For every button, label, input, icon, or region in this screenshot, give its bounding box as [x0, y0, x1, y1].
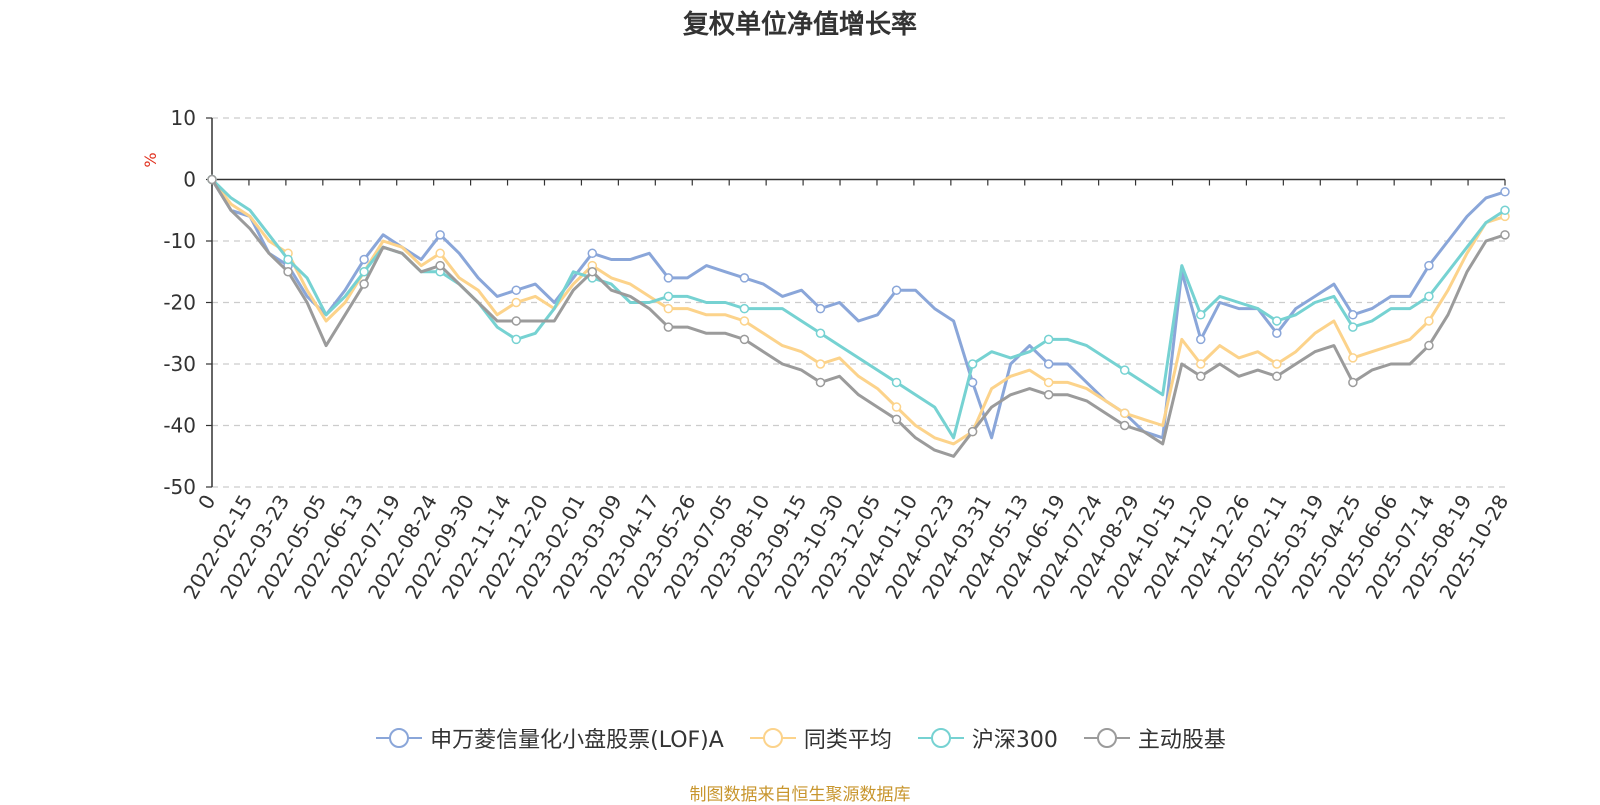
legend: 申万菱信量化小盘股票(LOF)A 同类平均 沪深300 主动股基: [0, 722, 1600, 754]
legend-marker-icon: [376, 728, 423, 748]
series-line-1: [210, 178, 1506, 446]
data-point: [1043, 390, 1054, 400]
legend-item-2[interactable]: 沪深300: [916, 722, 1058, 754]
x-tick-label: 0: [193, 491, 220, 514]
data-point: [1500, 230, 1510, 240]
data-point: [663, 322, 674, 332]
data-point: [1043, 377, 1054, 388]
y-tick-label: -20: [163, 291, 196, 315]
data-point: [435, 248, 445, 259]
data-point: [1272, 316, 1282, 326]
y-tick-label: 0: [183, 168, 196, 192]
legend-marker-icon: [749, 728, 796, 748]
data-point: [435, 230, 445, 240]
data-point: [511, 334, 521, 345]
data-point: [815, 328, 826, 338]
data-point: [1043, 359, 1054, 369]
legend-marker-icon: [917, 728, 964, 748]
chart-title: 复权单位净值增长率: [682, 10, 917, 40]
data-point: [511, 316, 521, 326]
legend-label: 主动股基: [1137, 728, 1226, 753]
data-point: [283, 267, 293, 277]
series-line-0: [210, 178, 1506, 440]
data-point: [587, 267, 598, 277]
data-point: [1043, 334, 1054, 345]
data-point: [739, 303, 750, 314]
y-tick-label: -40: [163, 414, 196, 438]
data-point: [739, 316, 750, 326]
data-point: [663, 273, 674, 283]
data-point: [207, 174, 217, 185]
data-point: [967, 426, 978, 437]
y-tick-label: -30: [163, 352, 196, 376]
y-tick-label: -10: [163, 229, 196, 253]
data-point: [891, 285, 902, 295]
series-layer: [207, 174, 1510, 458]
data-point: [1196, 359, 1206, 369]
data-point: [1424, 260, 1434, 271]
data-point: [359, 267, 369, 277]
legend-label: 同类平均: [803, 728, 892, 753]
y-axis-unit: %: [141, 152, 160, 167]
data-point: [1119, 365, 1130, 375]
legend-label: 申万菱信量化小盘股票(LOF)A: [430, 728, 724, 753]
y-tick-label: -50: [163, 475, 196, 499]
axes: 100-10-20-30-40-50%02022-02-152022-03-23…: [141, 106, 1513, 603]
data-point: [359, 254, 369, 265]
data-point: [815, 359, 826, 369]
data-point: [739, 273, 750, 283]
series-line-3: [210, 178, 1506, 458]
data-point: [1272, 328, 1282, 338]
data-point: [1119, 420, 1130, 431]
data-point: [891, 377, 902, 388]
legend-marker-icon: [1083, 728, 1130, 748]
data-point: [1500, 187, 1510, 197]
data-point: [1272, 371, 1282, 382]
data-point: [511, 297, 521, 308]
data-point: [815, 377, 826, 388]
grid-lines: [212, 117, 1505, 488]
data-point: [1424, 316, 1434, 326]
legend-item-3[interactable]: 主动股基: [1082, 722, 1226, 754]
data-point: [359, 279, 369, 289]
data-point: [891, 402, 902, 412]
data-point: [1196, 334, 1206, 345]
legend-item-1[interactable]: 同类平均: [748, 722, 892, 754]
data-point: [587, 248, 598, 259]
data-point: [1348, 353, 1358, 363]
data-point: [1196, 371, 1206, 382]
data-point: [967, 359, 978, 369]
data-point: [663, 303, 674, 314]
data-point: [1348, 310, 1358, 320]
data-point: [739, 334, 750, 345]
data-point: [511, 285, 521, 295]
legend-label: 沪深300: [971, 728, 1058, 753]
y-tick-label: 10: [171, 106, 196, 130]
data-point: [891, 414, 902, 425]
series-line-2: [210, 178, 1506, 440]
data-point: [1424, 340, 1434, 351]
data-point: [663, 291, 674, 302]
data-point: [1424, 291, 1434, 302]
data-point: [283, 254, 293, 265]
data-point: [815, 303, 826, 314]
data-point: [1196, 310, 1206, 320]
source-note: 制图数据来自恒生聚源数据库: [689, 785, 911, 805]
data-point: [435, 260, 445, 271]
data-point: [1500, 205, 1510, 215]
data-point: [1348, 322, 1358, 332]
legend-item-0[interactable]: 申万菱信量化小盘股票(LOF)A: [374, 722, 724, 754]
data-point: [1348, 377, 1358, 388]
data-point: [1272, 359, 1282, 369]
data-point: [1119, 408, 1130, 418]
